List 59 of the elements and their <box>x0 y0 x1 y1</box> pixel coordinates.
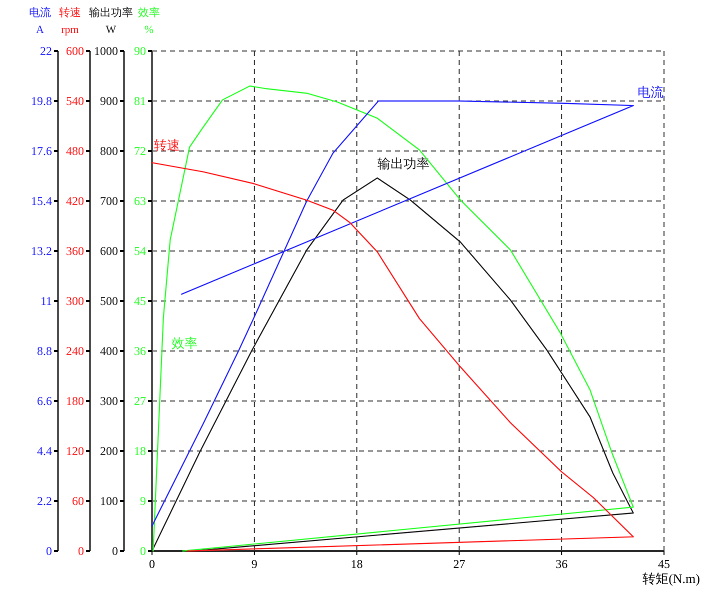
y2-tick-label: 300 <box>66 294 84 308</box>
series-label: 转速 <box>154 138 180 153</box>
y2-tick-label: 240 <box>66 344 84 358</box>
y-tick-label: 19.8 <box>31 94 52 108</box>
y2-tick-label: 180 <box>66 394 84 408</box>
y2-tick-label: 45 <box>134 294 146 308</box>
y2-tick-label: 60 <box>72 494 84 508</box>
y-tick-label: 6.6 <box>37 394 52 408</box>
y-tick-label: 200 <box>100 444 118 458</box>
x-tick-label: 45 <box>658 557 670 571</box>
y-tick-label: 15.4 <box>31 194 52 208</box>
y2-tick-label: 27 <box>134 394 146 408</box>
y-tick-label: 400 <box>100 344 118 358</box>
y2-tick-label: 420 <box>66 194 84 208</box>
y-tick-label: 17.6 <box>31 144 52 158</box>
y2-tick-label: 480 <box>66 144 84 158</box>
y2-tick-label: 0 <box>78 544 84 558</box>
y2-tick-label: 540 <box>66 94 84 108</box>
y-tick-label: 8.8 <box>37 344 52 358</box>
y2-tick-label: 600 <box>66 44 84 58</box>
y2-tick-label: 18 <box>134 444 146 458</box>
y-tick-label: 2.2 <box>37 494 52 508</box>
y-tick-label: 800 <box>100 144 118 158</box>
x-axis-title: 转矩(N.m) <box>642 571 700 586</box>
y-tick-label: 100 <box>100 494 118 508</box>
y-tick-label: 500 <box>100 294 118 308</box>
y2-tick-label: 9 <box>140 494 146 508</box>
y2-tick-label: 120 <box>66 444 84 458</box>
x-tick-label: 36 <box>556 557 568 571</box>
y2-tick-label: 72 <box>134 144 146 158</box>
y2-tick-label: 0 <box>140 544 146 558</box>
series-label: 电流 <box>637 84 664 100</box>
y-tick-label: 700 <box>100 194 118 208</box>
x-tick-label: 0 <box>149 557 155 571</box>
y2-tick-label: 360 <box>66 244 84 258</box>
y-tick-label: 22 <box>40 44 52 58</box>
y-tick-label: 13.2 <box>31 244 52 258</box>
x-tick-label: 27 <box>453 557 466 571</box>
y-tick-label: 4.4 <box>37 444 52 458</box>
y2-tick-label: 63 <box>134 194 146 208</box>
y-tick-label: 0 <box>112 544 118 558</box>
series-label: 输出功率 <box>377 156 430 171</box>
y2-tick-label: 36 <box>134 344 146 358</box>
x-tick-label: 18 <box>350 557 363 571</box>
y-tick-label: 300 <box>100 394 118 408</box>
x-tick-label: 9 <box>251 557 258 571</box>
y2-tick-label: 81 <box>134 94 146 108</box>
y2-axis-title: 效率 % <box>138 6 160 36</box>
y2-axis-title: 转速 rpm <box>59 6 81 36</box>
series-label: 效率 <box>171 336 198 351</box>
y-axis-title: 输出功率 W <box>89 6 133 36</box>
y-axis-title: 电流 A <box>29 6 51 36</box>
y-tick-label: 1000 <box>94 44 118 58</box>
y-tick-label: 11 <box>40 294 52 308</box>
y-tick-label: 600 <box>100 244 118 258</box>
y2-tick-label: 90 <box>134 44 146 58</box>
y-tick-label: 900 <box>100 94 118 108</box>
y2-tick-label: 54 <box>134 244 146 258</box>
y-tick-label: 0 <box>46 544 52 558</box>
